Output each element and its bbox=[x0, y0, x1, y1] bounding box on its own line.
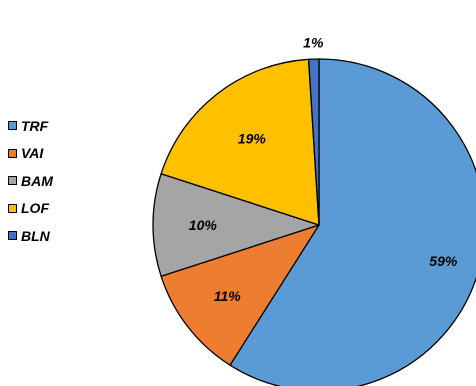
legend-item-bln: BLN bbox=[8, 222, 53, 250]
legend-swatch-trf bbox=[8, 121, 17, 131]
data-label-trf: 59% bbox=[429, 253, 458, 269]
legend-item-lof: LOF bbox=[8, 195, 53, 223]
legend-swatch-vai bbox=[8, 148, 17, 158]
legend-label-lof: LOF bbox=[21, 200, 49, 217]
legend-item-trf: TRF bbox=[8, 112, 53, 140]
data-label-lof: 19% bbox=[238, 130, 267, 146]
legend-label-trf: TRF bbox=[21, 117, 49, 134]
data-label-bln: 1% bbox=[303, 35, 324, 51]
legend-swatch-lof bbox=[8, 203, 17, 213]
pie-slice-bln bbox=[307, 58, 320, 226]
legend-item-bam: BAM bbox=[8, 167, 53, 195]
legend-label-vai: VAI bbox=[21, 145, 44, 162]
legend-label-bln: BLN bbox=[21, 227, 50, 244]
legend-label-bam: BAM bbox=[21, 172, 53, 189]
data-label-vai: 11% bbox=[214, 288, 242, 304]
data-label-bam: 10% bbox=[189, 217, 218, 233]
legend-swatch-bln bbox=[8, 231, 17, 241]
pie-slice-bam bbox=[152, 173, 320, 277]
pie-slices bbox=[152, 58, 476, 386]
pie-slice-vai bbox=[160, 224, 320, 366]
legend-swatch-bam bbox=[8, 176, 17, 186]
pie-slice-trf bbox=[229, 58, 476, 386]
legend: TRF VAI BAM LOF BLN bbox=[8, 112, 53, 250]
legend-item-vai: VAI bbox=[8, 140, 53, 168]
pie-slice-lof bbox=[160, 58, 320, 226]
pie-data-labels: 59% 11% 10% 19% 1% bbox=[189, 35, 458, 305]
